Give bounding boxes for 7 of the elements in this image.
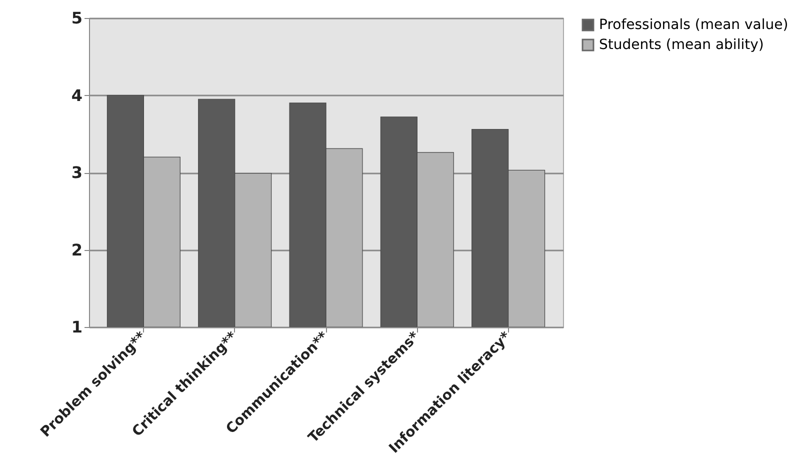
y-tick-label: 3: [71, 163, 82, 182]
y-tick-label: 5: [71, 8, 82, 28]
y-tick-label: 4: [71, 86, 82, 105]
legend-label: Students (mean ability): [599, 37, 764, 53]
legend-label: Professionals (mean value): [599, 17, 788, 33]
y-tick-label: 1: [71, 318, 82, 336]
y-tick-label: 2: [71, 240, 82, 260]
